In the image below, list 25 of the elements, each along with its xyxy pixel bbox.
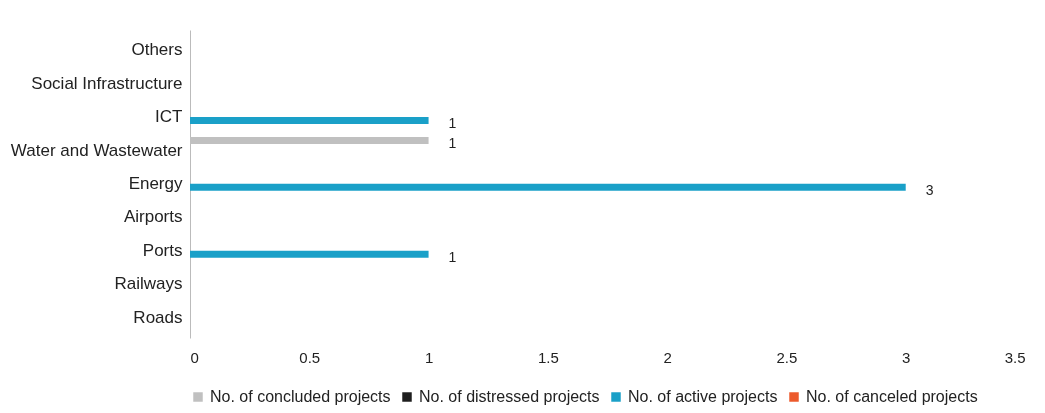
x-tick-label: 0.5 xyxy=(299,348,321,366)
x-tick-label: 3 xyxy=(902,348,911,366)
legend-label: No. of active projects xyxy=(628,388,778,405)
data-label: 3 xyxy=(925,182,934,199)
data-label: 1 xyxy=(448,115,457,132)
y-tick-label: Ports xyxy=(142,240,183,260)
x-tick-label: 1 xyxy=(424,348,434,366)
x-tick-label: 3.5 xyxy=(1004,348,1026,366)
data-label: 1 xyxy=(448,249,457,266)
y-tick-label: Energy xyxy=(128,174,183,193)
legend-label: No. of distressed projects xyxy=(419,388,600,405)
x-tick-label: 0 xyxy=(190,348,199,366)
data-label: 1 xyxy=(448,135,457,152)
y-tick-label: Others xyxy=(131,40,183,60)
y-tick-label: Airports xyxy=(123,207,183,227)
y-tick-label: Roads xyxy=(133,307,183,327)
y-tick-label: Railways xyxy=(114,274,183,294)
x-tick-label: 2.5 xyxy=(776,348,798,366)
y-tick-label: ICT xyxy=(155,107,183,127)
x-tick-label: 1.5 xyxy=(537,348,559,366)
legend-label: No. of concluded projects xyxy=(210,388,391,405)
y-tick-label: Social Infrastructure xyxy=(31,73,183,93)
x-tick-label: 2 xyxy=(663,348,672,366)
y-tick-label: Water and Wastewater xyxy=(10,140,183,160)
legend-label: No. of canceled projects xyxy=(806,388,978,405)
